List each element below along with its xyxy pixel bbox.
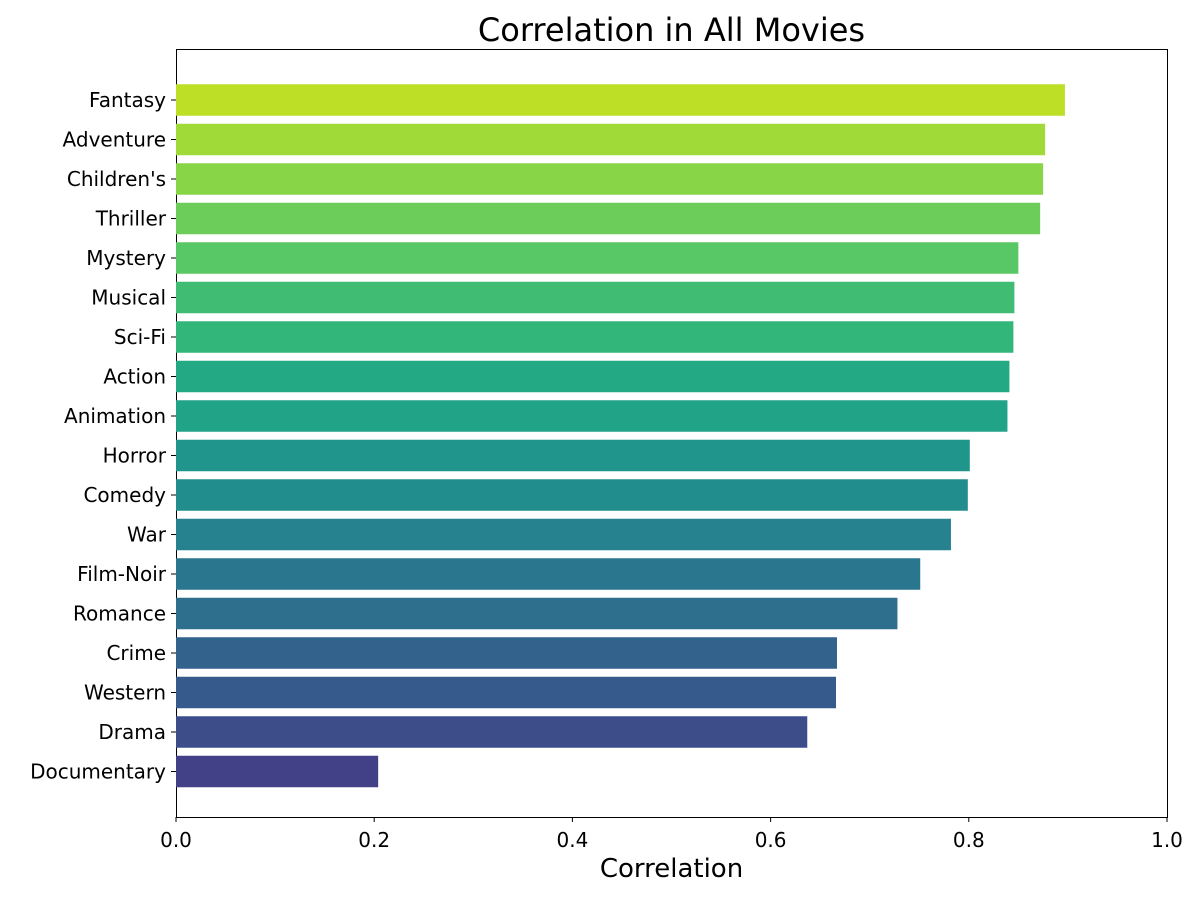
y-tick-label: Adventure	[63, 128, 166, 152]
bar-crime	[176, 637, 837, 669]
bar-musical	[176, 281, 1015, 314]
x-axis-label: Correlation	[599, 854, 744, 884]
y-tick-label: Mystery	[86, 246, 166, 270]
y-tick-label: Drama	[98, 720, 166, 744]
bar-fantasy	[176, 84, 1065, 116]
bar-documentary	[176, 755, 379, 788]
y-tick-label: Animation	[64, 404, 166, 428]
bar-sci-fi	[176, 321, 1014, 353]
y-tick-label: Film-Noir	[77, 562, 167, 586]
bar-action	[176, 360, 1010, 393]
bar-war	[176, 518, 951, 551]
bar-western	[176, 676, 837, 709]
y-tick-label: Crime	[106, 641, 166, 665]
x-tick-label: 1.0	[1151, 828, 1183, 852]
bar-children-s	[176, 163, 1044, 195]
bar-animation	[176, 400, 1008, 432]
bar-film-noir	[176, 558, 921, 590]
bar-romance	[176, 597, 898, 630]
y-tick-label: Romance	[73, 602, 166, 626]
y-tick-label: Musical	[91, 286, 166, 310]
x-tick-label: 0.0	[160, 828, 192, 852]
bar-comedy	[176, 479, 968, 511]
bar-thriller	[176, 202, 1041, 235]
chart-title: Correlation in All Movies	[477, 11, 866, 49]
bars-layer	[176, 84, 1065, 788]
y-tick-label: Western	[84, 681, 166, 705]
y-tick-label: Action	[103, 365, 166, 389]
bar-horror	[176, 439, 970, 472]
y-tick-label: Comedy	[83, 483, 166, 507]
plot-frame	[176, 49, 1168, 818]
y-tick-label: Sci-Fi	[114, 325, 166, 349]
y-tick-label: Horror	[103, 444, 167, 468]
x-tick-label: 0.2	[358, 828, 390, 852]
bar-adventure	[176, 123, 1046, 156]
y-axis: Fantasy Adventure Children's Thriller Myster…	[30, 88, 176, 784]
y-tick-label: Children's	[67, 167, 166, 191]
x-axis: 0.0 0.2 0.4 0.6 0.8 1.0	[160, 817, 1183, 852]
y-tick-label: Fantasy	[89, 88, 166, 112]
x-tick-label: 0.6	[755, 828, 787, 852]
bar-drama	[176, 716, 808, 748]
y-tick-label: Thriller	[95, 207, 167, 231]
x-tick-label: 0.4	[556, 828, 588, 852]
y-tick-label: War	[127, 523, 167, 547]
y-tick-label: Documentary	[30, 760, 166, 784]
bar-mystery	[176, 242, 1019, 274]
x-tick-label: 0.8	[953, 828, 985, 852]
